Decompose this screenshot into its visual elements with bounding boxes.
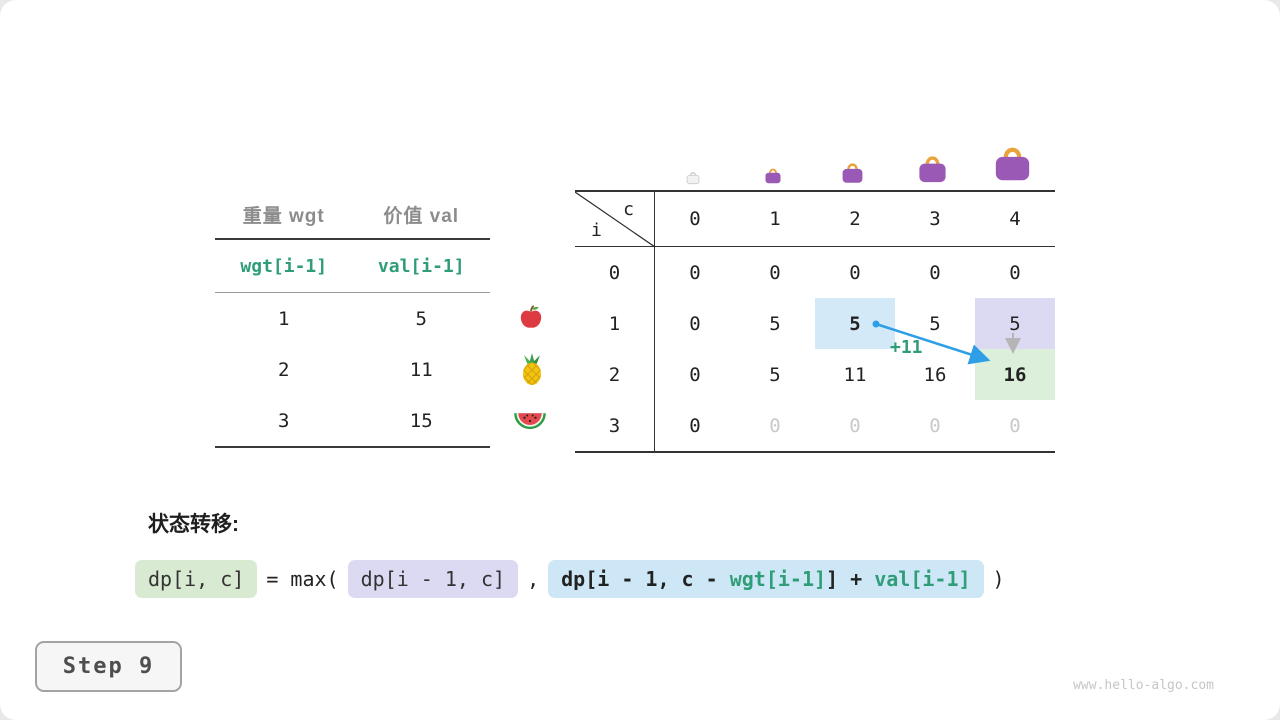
dp-cell-skip-highlight: 5 bbox=[975, 298, 1055, 349]
dp-cell: 16 bbox=[923, 363, 947, 386]
dp-cell: 0 bbox=[1009, 261, 1021, 284]
formula-take-prefix: dp[i - 1, c - bbox=[561, 567, 730, 591]
item-value: 15 bbox=[409, 409, 433, 432]
state-transition-heading: 状态转移: bbox=[148, 513, 239, 536]
dp-cell-unfilled: 0 bbox=[769, 414, 781, 437]
watermelon-icon bbox=[512, 410, 548, 436]
formula-take-val: val[i-1] bbox=[874, 567, 971, 591]
step-button[interactable]: Step 9 bbox=[35, 641, 182, 692]
dp-cell: 0 bbox=[689, 363, 701, 386]
formula-take-mid: ] + bbox=[826, 567, 875, 591]
row-header: 2 bbox=[575, 349, 655, 400]
item-table-header: 重量 wgt 价值 val bbox=[215, 190, 490, 240]
item-value: 11 bbox=[409, 358, 433, 381]
formula-dp-skip-chip: dp[i - 1, c] bbox=[347, 560, 519, 598]
watermark: www.hello-algo.com bbox=[1073, 678, 1214, 693]
item-table-subheader: wgt[i-1] val[i-1] bbox=[215, 240, 490, 293]
item-weight: 2 bbox=[278, 358, 290, 381]
dp-cell: 0 bbox=[689, 312, 701, 335]
dp-cell: 0 bbox=[689, 261, 701, 284]
dp-cell: 0 bbox=[929, 261, 941, 284]
formula-closing-paren: ) bbox=[992, 567, 1005, 591]
weight-array-label: wgt[i-1] bbox=[240, 255, 328, 277]
dp-cell: 5 bbox=[769, 312, 781, 335]
bag-icon-large bbox=[915, 152, 950, 189]
dp-cell: 5 bbox=[769, 363, 781, 386]
bag-icon-small bbox=[763, 166, 783, 189]
dp-cell: 11 bbox=[843, 363, 867, 386]
dp-cell: 0 bbox=[849, 261, 861, 284]
item-row: 2 11 bbox=[215, 344, 490, 395]
col-header: 1 bbox=[735, 192, 815, 247]
item-value: 5 bbox=[415, 307, 427, 330]
dp-cell-unfilled: 0 bbox=[929, 414, 941, 437]
formula-take-wgt: wgt[i-1] bbox=[729, 567, 827, 591]
dp-cell-unfilled: 0 bbox=[1009, 414, 1021, 437]
dp-cell-current-highlight: 16 bbox=[975, 349, 1055, 400]
item-table: 重量 wgt 价值 val wgt[i-1] val[i-1] 1 5 2 11… bbox=[215, 190, 490, 448]
row-header: 1 bbox=[575, 298, 655, 349]
dp-table: c i 0 1 2 3 4 0 0 0 0 0 0 1 0 5 5 5 5 2 … bbox=[575, 190, 1055, 453]
col-header: 0 bbox=[655, 192, 735, 247]
state-transition-formula: dp[i, c] = max( dp[i - 1, c] , dp[i - 1,… bbox=[135, 560, 1005, 598]
item-axis-label: i bbox=[591, 220, 602, 241]
bag-icon-medium bbox=[839, 160, 866, 189]
value-column-header: 价值 val bbox=[383, 205, 460, 227]
item-row: 3 15 bbox=[215, 395, 490, 446]
bag-icon-xlarge bbox=[990, 142, 1035, 188]
value-array-label: val[i-1] bbox=[377, 255, 465, 277]
col-header: 2 bbox=[815, 192, 895, 247]
pineapple-icon bbox=[518, 352, 546, 390]
item-weight: 1 bbox=[278, 307, 290, 330]
item-weight: 3 bbox=[278, 409, 290, 432]
row-header: 0 bbox=[575, 247, 655, 298]
col-header: 3 bbox=[895, 192, 975, 247]
item-row: 1 5 bbox=[215, 293, 490, 344]
formula-dp-take-chip: dp[i - 1, c - wgt[i-1]] + val[i-1] bbox=[548, 560, 984, 598]
empty-bag-icon bbox=[685, 170, 701, 189]
dp-cell: 0 bbox=[689, 414, 701, 437]
formula-comma: , bbox=[527, 567, 540, 591]
dp-cell-unfilled: 0 bbox=[849, 414, 861, 437]
row-header: 3 bbox=[575, 400, 655, 451]
formula-dp-current-chip: dp[i, c] bbox=[135, 560, 258, 598]
dp-table-corner: c i bbox=[575, 192, 655, 247]
weight-column-header: 重量 wgt bbox=[242, 205, 325, 227]
dp-cell: 0 bbox=[769, 261, 781, 284]
corner-diagonal-line bbox=[575, 192, 655, 247]
add-value-annotation: +11 bbox=[890, 337, 923, 358]
formula-equals-max: = max( bbox=[266, 567, 339, 591]
col-header: 4 bbox=[975, 192, 1055, 247]
apple-icon bbox=[516, 302, 546, 336]
capacity-axis-label: c bbox=[623, 199, 634, 220]
dp-cell-source-highlight: 5 bbox=[815, 298, 895, 349]
